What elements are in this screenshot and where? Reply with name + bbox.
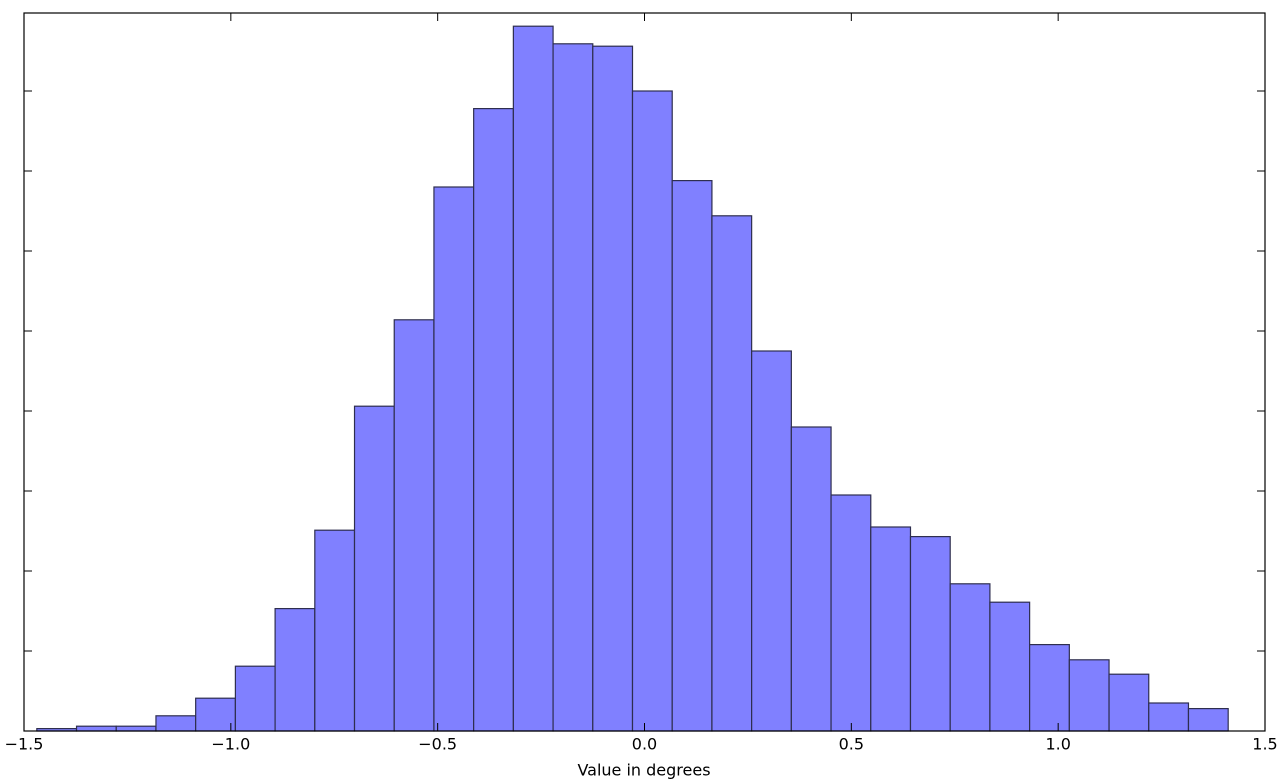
bar <box>830 494 872 732</box>
x-tick-label: −0.5 <box>418 735 457 754</box>
bar <box>1187 707 1229 732</box>
bar <box>234 665 276 732</box>
bar <box>314 529 356 732</box>
bar <box>115 725 157 732</box>
bar <box>1148 702 1190 732</box>
bar <box>353 405 395 732</box>
bar <box>1029 643 1070 732</box>
bar <box>1108 673 1150 732</box>
bar <box>1068 659 1110 732</box>
bar <box>195 697 236 732</box>
bar <box>393 319 435 732</box>
bar <box>989 601 1031 732</box>
bar <box>949 583 991 732</box>
x-tick-label: 1.5 <box>1252 735 1277 754</box>
plot-frame <box>23 12 1266 732</box>
bar <box>155 715 197 732</box>
bar <box>512 25 554 732</box>
bar <box>75 725 117 732</box>
bar <box>473 107 514 732</box>
x-tick-label: −1.0 <box>211 735 250 754</box>
bar <box>552 43 594 732</box>
x-axis-label: Value in degrees <box>577 761 710 780</box>
x-tick-label: 1.0 <box>1045 735 1070 754</box>
x-tick-label: 0.0 <box>632 735 657 754</box>
bar <box>433 186 475 732</box>
bar <box>274 607 316 732</box>
bar <box>909 535 951 732</box>
bar <box>870 526 912 732</box>
bar <box>711 215 753 732</box>
bar <box>751 350 792 732</box>
x-tick-label: 0.5 <box>839 735 864 754</box>
x-tick-label: −1.5 <box>5 735 44 754</box>
bar <box>671 180 713 732</box>
bar <box>631 90 673 732</box>
bar <box>790 426 832 732</box>
bar <box>592 45 634 732</box>
